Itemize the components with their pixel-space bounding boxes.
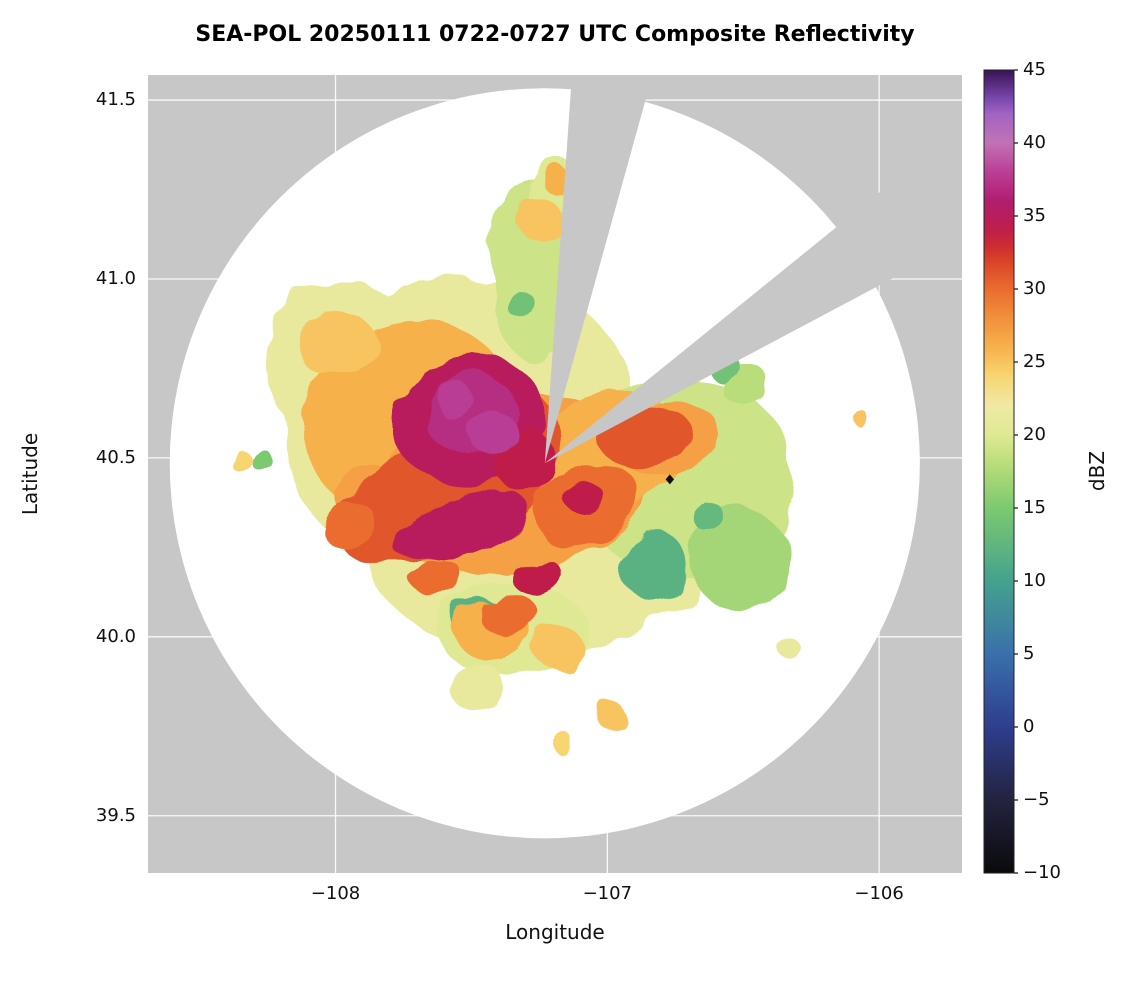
echo-region [849, 407, 866, 423]
colorbar-tick-label: 0 [1023, 716, 1035, 737]
echo-region [294, 311, 377, 376]
echo-region [415, 560, 463, 599]
echo-region [248, 447, 271, 469]
x-axis-label: Longitude [505, 920, 605, 944]
echo-region [479, 593, 540, 637]
echo-region [561, 478, 599, 509]
echo-region [468, 411, 518, 455]
site-marker [665, 474, 675, 485]
echo-region [392, 490, 529, 561]
y-tick-label: 40.5 [95, 446, 136, 468]
colorbar-tick-label: 30 [1023, 278, 1046, 299]
echo-region [781, 640, 804, 662]
echo-region [321, 501, 372, 543]
echo-region [533, 626, 583, 670]
colorbar-label: dBZ [1085, 450, 1109, 492]
echo-region [512, 557, 561, 595]
x-tick-label: −106 [854, 883, 904, 904]
echo-region [593, 697, 621, 727]
y-tick-label: 40.0 [95, 625, 136, 647]
reflectivity-field [226, 160, 866, 755]
echo-region [552, 733, 575, 755]
echo-region [506, 289, 534, 319]
x-tick-label: −108 [310, 883, 361, 904]
colorbar-tick-label: 10 [1023, 570, 1046, 591]
colorbar-tick-label: −5 [1023, 789, 1050, 810]
colorbar-tick-label: 40 [1023, 132, 1046, 153]
y-tick-label: 41.0 [95, 267, 136, 289]
echo-region [226, 447, 249, 469]
echo-region [694, 504, 727, 534]
colorbar-tick-label: 20 [1023, 424, 1046, 445]
echo-region [449, 661, 505, 712]
echo-region [520, 200, 564, 244]
y-tick-label: 39.5 [95, 804, 136, 826]
colorbar-tick-label: 45 [1023, 59, 1046, 80]
colorbar [983, 69, 1015, 874]
echo-region [620, 529, 687, 602]
echo-region [436, 382, 475, 419]
y-axis-label: Latitude [18, 432, 42, 516]
y-tick-label: 41.5 [95, 89, 136, 111]
colorbar-tick-label: 15 [1023, 497, 1046, 518]
echo-region [688, 507, 787, 609]
plot-area [148, 75, 962, 873]
colorbar-tick-label: 5 [1023, 643, 1035, 664]
colorbar-tick-label: 35 [1023, 205, 1046, 226]
blocked-sector [544, 75, 653, 464]
chart-title: SEA-POL 20250111 0722-0727 UTC Composite… [195, 22, 915, 47]
x-tick-label: −107 [582, 883, 633, 904]
colorbar-tick-label: 25 [1023, 351, 1046, 372]
blocked-sector [544, 170, 956, 464]
colorbar-tick-label: −10 [1023, 862, 1061, 883]
